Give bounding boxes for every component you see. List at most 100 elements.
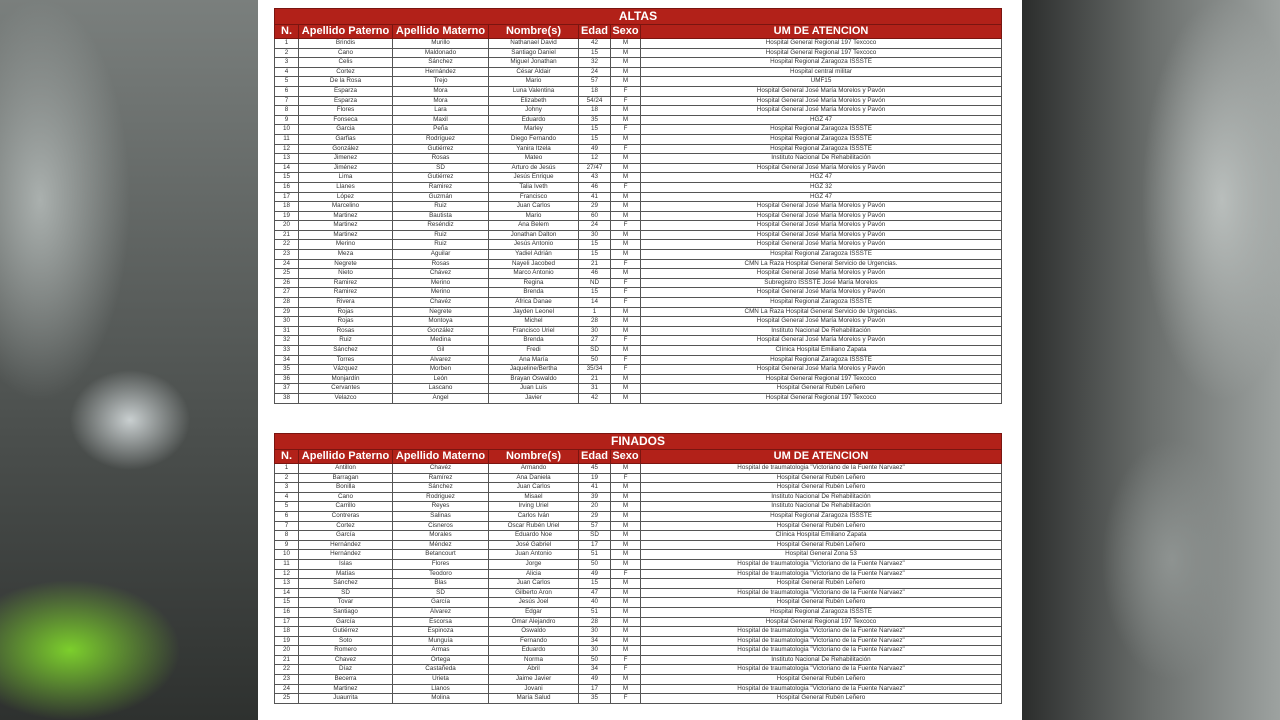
cell-apellido-paterno: Cortez: [298, 520, 393, 532]
cell-number: 23: [274, 249, 299, 260]
column-header-edad: Edad: [578, 449, 611, 464]
cell-nombre: Alicia: [488, 568, 579, 580]
table-row: 3 Celis Sánchez Miguel Jonathan 32 M Hospital …: [274, 57, 1002, 68]
cell-apellido-paterno: Hernández: [298, 539, 393, 551]
cell-um-de-atencion: Hospital General José María Morelos y Pa…: [640, 364, 1002, 375]
cell-edad: 14: [578, 297, 611, 308]
cell-apellido-materno: Gutiérrez: [392, 143, 489, 155]
cell-sexo: M: [610, 306, 641, 318]
cell-um-de-atencion: Hospital General José María Morelos y Pa…: [640, 287, 1002, 299]
table-row: 21 Martinez Ruiz Jonathan Dalton 30 M Hospital…: [274, 229, 1002, 241]
cell-apellido-materno: Trejo: [392, 76, 489, 87]
cell-apellido-paterno: Chavez: [298, 654, 393, 666]
cell-number: 18: [274, 201, 299, 212]
cell-apellido-materno: Gil: [392, 345, 489, 356]
cell-apellido-paterno: Sánchez: [298, 345, 393, 356]
cell-nombre: Mario: [488, 210, 579, 222]
cell-edad: 15: [578, 124, 611, 135]
cell-apellido-paterno: Fonseca: [298, 114, 393, 126]
cell-edad: 49: [578, 143, 611, 155]
table-row: 27 Ramirez Merino Brenda 15 F Hospital General…: [274, 287, 1002, 299]
table-row: 11 Islas Flores Jorge 50 M Hospital de traumat…: [274, 558, 1002, 570]
cell-edad: 50: [578, 654, 611, 666]
cell-apellido-materno: Sánchez: [392, 482, 489, 493]
table-row: 21 Chavez Ortega Norma 50 F Instituto Nacional…: [274, 654, 1002, 666]
column-header-apellido-paterno: Apellido Paterno: [298, 449, 393, 464]
cell-apellido-paterno: Carrillo: [298, 501, 393, 512]
blurred-background-left: [0, 0, 258, 720]
cell-sexo: F: [610, 297, 641, 308]
cell-um-de-atencion: Hospital General Zona 53: [640, 549, 1002, 560]
cell-number: 4: [274, 491, 299, 503]
cell-apellido-materno: Ángel: [392, 392, 489, 404]
cell-sexo: M: [610, 520, 641, 532]
cell-um-de-atencion: HGZ 47: [640, 172, 1002, 183]
cell-nombre: Regina: [488, 277, 579, 289]
cell-nombre: Ana Belem: [488, 220, 579, 231]
cell-edad: 21: [578, 258, 611, 270]
cell-nombre: Brenda: [488, 287, 579, 299]
cell-nombre: Yanira Itzela: [488, 143, 579, 155]
cell-sexo: F: [610, 693, 641, 704]
cell-edad: 15: [578, 578, 611, 589]
cell-number: 9: [274, 114, 299, 126]
cell-apellido-materno: Bautista: [392, 210, 489, 222]
cell-apellido-paterno: Rosas: [298, 325, 393, 337]
cell-apellido-paterno: Matías: [298, 568, 393, 580]
cell-um-de-atencion: Hospital General José María Morelos y Pa…: [640, 95, 1002, 107]
cell-nombre: Gilberto Aron: [488, 587, 579, 599]
cell-nombre: Eduardo: [488, 114, 579, 126]
cell-nombre: Eduardo Noe: [488, 530, 579, 541]
cell-apellido-paterno: Díaz: [298, 664, 393, 676]
cell-apellido-materno: González: [392, 325, 489, 337]
cell-sexo: M: [610, 172, 641, 183]
cell-number: 17: [274, 191, 299, 203]
cell-edad: SD: [578, 530, 611, 541]
cell-nombre: Jesús Enrique: [488, 172, 579, 183]
cell-nombre: Abril: [488, 664, 579, 676]
cell-edad: 50: [578, 558, 611, 570]
cell-um-de-atencion: Hospital de traumatologia "Victoriano de…: [640, 683, 1002, 695]
cell-nombre: Juan Luis: [488, 383, 579, 394]
cell-edad: 15: [578, 133, 611, 145]
cell-sexo: M: [610, 606, 641, 618]
cell-nombre: Jovani: [488, 683, 579, 695]
cell-number: 26: [274, 277, 299, 289]
table-row: 9 Hernández Méndez José Gabriel 17 M Hospital …: [274, 539, 1002, 551]
cell-edad: 18: [578, 85, 611, 97]
cell-um-de-atencion: Hospital General Rubén Leñero: [640, 674, 1002, 685]
table-row: 17 García Escorsa Omar Alejandro 28 M Hospital…: [274, 616, 1002, 628]
cell-apellido-paterno: Jiménez: [298, 162, 393, 174]
cell-apellido-paterno: Martinez: [298, 229, 393, 241]
cell-sexo: M: [610, 463, 641, 474]
table-row: 31 Rosas González Francisco Uriel 30 M Institu…: [274, 325, 1002, 337]
cell-um-de-atencion: Hospital de traumatologia "Victoriano de…: [640, 463, 1002, 474]
cell-nombre: Marley: [488, 124, 579, 135]
cell-sexo: F: [610, 568, 641, 580]
table-row: 6 Contreras Salinas Carlos Iván 29 M Hospital …: [274, 510, 1002, 522]
cell-apellido-materno: Negrete: [392, 306, 489, 318]
cell-edad: 31: [578, 383, 611, 394]
cell-sexo: F: [610, 472, 641, 484]
cell-nombre: Santiago Daniel: [488, 47, 579, 59]
cell-sexo: M: [610, 249, 641, 260]
table-row: 15 Tovar García Jesús Joel 40 M Hospital Gener…: [274, 597, 1002, 608]
table-row: 12 Matías Teodoro Alicia 49 F Hospital de trau…: [274, 568, 1002, 580]
column-header-nombre: Nombre(s): [488, 449, 579, 464]
cell-number: 7: [274, 520, 299, 532]
cell-nombre: Luna Valentina: [488, 85, 579, 97]
cell-number: 14: [274, 587, 299, 599]
cell-apellido-paterno: SD: [298, 587, 393, 599]
cell-apellido-materno: Chavéz: [392, 463, 489, 474]
cell-um-de-atencion: Hospital General Regional 197 Texcoco: [640, 373, 1002, 385]
cell-sexo: F: [610, 354, 641, 366]
cell-number: 7: [274, 95, 299, 107]
cell-nombre: Jorge: [488, 558, 579, 570]
cell-sexo: M: [610, 57, 641, 68]
cell-apellido-paterno: Monjardín: [298, 373, 393, 385]
column-header-um-de-atencion: UM DE ATENCION: [640, 24, 1002, 39]
cell-sexo: M: [610, 153, 641, 164]
cell-number: 22: [274, 239, 299, 251]
cell-um-de-atencion: Hospital Regional Zaragoza ISSSTE: [640, 297, 1002, 308]
cell-um-de-atencion: Hospital de traumatologia "Victoriano de…: [640, 626, 1002, 637]
